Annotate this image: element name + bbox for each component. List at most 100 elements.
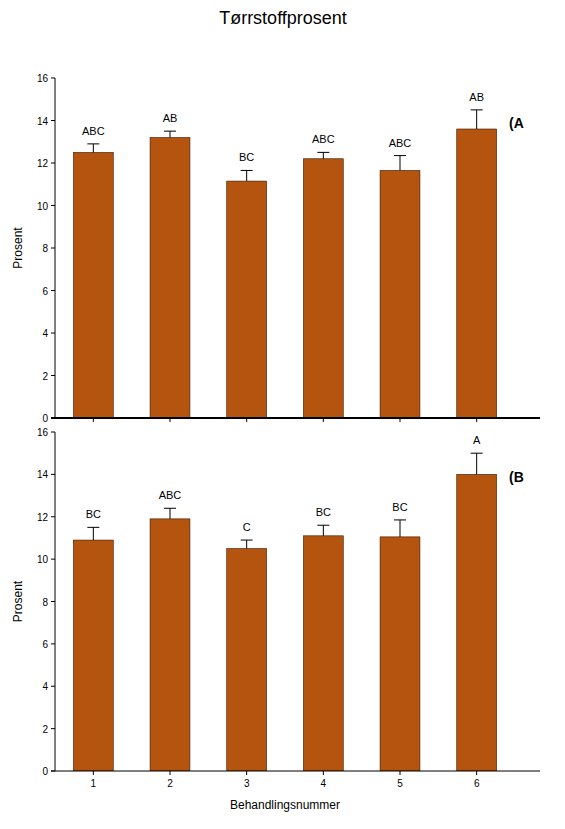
error-stem (400, 520, 401, 537)
error-stem (93, 527, 94, 540)
x-tick (170, 418, 171, 422)
error-bar (471, 110, 483, 129)
x-tick (400, 771, 401, 775)
error-bar (87, 144, 99, 153)
error-cap (317, 152, 329, 153)
x-tick (476, 771, 477, 775)
x-tick (323, 418, 324, 422)
y-tick-label: 10 (37, 554, 49, 565)
bar (457, 474, 497, 771)
y-tick-label: 8 (42, 243, 48, 254)
error-stem (170, 131, 171, 137)
y-tick-label: 2 (42, 371, 48, 382)
y-tick-label: 12 (37, 512, 49, 523)
y-tick (51, 559, 55, 560)
bar (150, 138, 190, 419)
error-cap (164, 508, 176, 509)
annotation: A (473, 434, 481, 446)
y-tick (51, 432, 55, 433)
x-tick-label: 4 (321, 778, 327, 789)
x-tick (323, 771, 324, 775)
panel-1: BCABCCBCBCA0246810121416123456ProsentBeh… (11, 427, 540, 812)
y-tick-label: 6 (42, 286, 48, 297)
error-bar (241, 540, 253, 548)
x-tick (246, 771, 247, 775)
error-bar (471, 453, 483, 474)
y-tick-label: 0 (42, 413, 48, 424)
y-tick-label: 8 (42, 597, 48, 608)
y-tick-label: 16 (37, 427, 49, 438)
y-tick (51, 205, 55, 206)
x-tick (476, 418, 477, 422)
x-tick-label: 3 (244, 778, 250, 789)
annotation: AB (469, 91, 484, 103)
error-bar (87, 527, 99, 540)
error-cap (241, 170, 253, 171)
annotation: AB (163, 112, 178, 124)
x-tick-label: 6 (474, 778, 480, 789)
error-cap (87, 143, 99, 144)
error-cap (87, 527, 99, 528)
error-stem (246, 540, 247, 548)
x-tick (93, 771, 94, 775)
error-cap (471, 453, 483, 454)
error-cap (241, 540, 253, 541)
y-tick (51, 643, 55, 644)
x-tick-label: 2 (167, 778, 173, 789)
annotation: BC (316, 506, 331, 518)
y-tick-label: 6 (42, 639, 48, 650)
error-cap (317, 525, 329, 526)
y-tick (51, 78, 55, 79)
error-bar (317, 152, 329, 158)
error-stem (400, 156, 401, 171)
y-tick (51, 686, 55, 687)
panel-0: ABCABBCABCABCAB0246810121416Prosent(A (11, 73, 540, 424)
y-tick (51, 728, 55, 729)
error-stem (323, 525, 324, 536)
panel-label: (B (509, 469, 524, 485)
x-tick-label: 5 (397, 778, 403, 789)
annotation: BC (392, 501, 407, 513)
error-cap (394, 155, 406, 156)
error-stem (476, 110, 477, 129)
error-bar (394, 520, 406, 537)
annotation: BC (86, 508, 101, 520)
x-tick-label: 1 (91, 778, 97, 789)
error-cap (164, 131, 176, 132)
y-tick-label: 12 (37, 158, 49, 169)
x-axis (51, 417, 540, 419)
y-tick-label: 2 (42, 724, 48, 735)
error-stem (93, 144, 94, 153)
error-stem (323, 152, 324, 158)
annotation: ABC (82, 125, 105, 137)
error-bar (164, 131, 176, 137)
y-tick (51, 375, 55, 376)
annotation: ABC (159, 489, 182, 501)
y-tick-label: 14 (37, 469, 49, 480)
y-tick (51, 474, 55, 475)
y-tick (51, 601, 55, 602)
x-label: Behandlingsnummer (230, 798, 340, 812)
error-stem (476, 453, 477, 474)
bar (227, 181, 267, 418)
x-tick (170, 771, 171, 775)
bar (457, 129, 497, 418)
bar (227, 549, 267, 771)
error-bar (394, 156, 406, 171)
bar (303, 536, 343, 771)
error-stem (170, 508, 171, 519)
bar (303, 159, 343, 418)
y-tick-label: 4 (42, 328, 48, 339)
panel-label: (A (509, 115, 524, 131)
y-tick (51, 516, 55, 517)
title: Tørrstoffprosent (219, 8, 347, 28)
bar (73, 152, 113, 418)
bar (380, 537, 420, 771)
bar (380, 170, 420, 418)
annotation: ABC (312, 133, 335, 145)
annotation: ABC (389, 137, 412, 149)
error-bar (317, 525, 329, 536)
x-axis (51, 771, 540, 772)
y-label: Prosent (11, 580, 25, 622)
bar (150, 519, 190, 771)
